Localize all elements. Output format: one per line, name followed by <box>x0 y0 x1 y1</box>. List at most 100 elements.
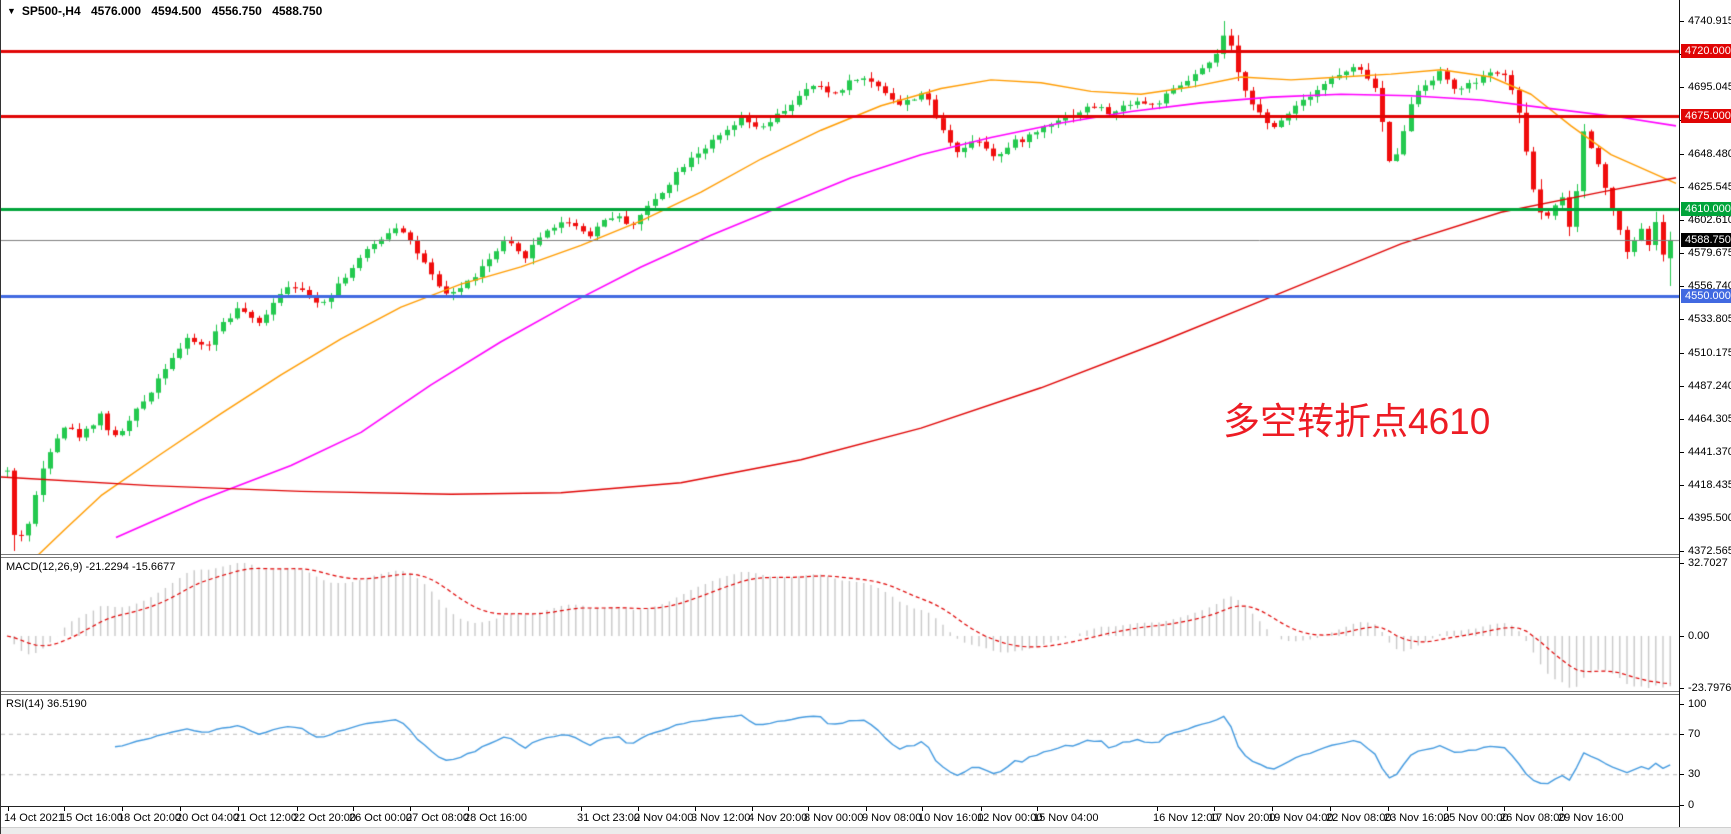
time-axis-label: 4 Nov 20:00 <box>748 812 808 824</box>
time-axis-label: 9 Nov 08:00 <box>862 812 922 824</box>
price-level-badge[interactable]: 4550.000 <box>1681 289 1731 303</box>
time-tick-mark <box>808 807 809 811</box>
time-tick-mark <box>1272 807 1273 811</box>
rsi-axis-label: 70 <box>1688 728 1701 740</box>
axis-tick-mark <box>1680 21 1684 22</box>
time-axis-label: 17 Nov 20:00 <box>1210 812 1276 824</box>
price-axis-label: 4533.805 <box>1688 313 1731 325</box>
time-tick-mark <box>981 807 982 811</box>
axis-tick-mark <box>1680 688 1684 689</box>
axis-tick-mark <box>1680 154 1684 155</box>
close-value: 4588.750 <box>272 4 323 18</box>
time-tick-mark <box>922 807 923 811</box>
time-tick-mark <box>468 807 469 811</box>
price-axis-label: 4487.240 <box>1688 380 1731 392</box>
price-axis-label: 4648.480 <box>1688 148 1731 160</box>
chart-legend: ▼ SP500-,H4 4576.000 4594.500 4556.750 4… <box>7 4 329 18</box>
time-axis-label: 20 Oct 04:00 <box>176 812 239 824</box>
open-value: 4576.000 <box>90 4 142 18</box>
price-axis-label: 4464.305 <box>1688 413 1731 425</box>
time-axis-label: 29 Nov 16:00 <box>1558 812 1624 824</box>
axis-tick-mark <box>1680 704 1684 705</box>
time-tick-mark <box>695 807 696 811</box>
price-level-badge[interactable]: 4610.000 <box>1681 202 1731 216</box>
time-tick-mark <box>866 807 867 811</box>
axis-tick-mark <box>1680 485 1684 486</box>
main-chart-pane: ▼ SP500-,H4 4576.000 4594.500 4556.750 4… <box>1 0 1679 555</box>
time-tick-mark <box>8 807 9 811</box>
axis-tick-mark <box>1680 419 1684 420</box>
price-axis-label: 4418.435 <box>1688 479 1731 491</box>
time-tick-mark <box>1157 807 1158 811</box>
price-axis-label: 4372.565 <box>1688 545 1731 557</box>
rsi-canvas[interactable] <box>1 695 1679 806</box>
price-axis[interactable]: 4740.9154717.9804695.0454672.1104648.480… <box>1679 0 1731 827</box>
price-level-badge[interactable]: 4588.750 <box>1681 233 1731 247</box>
rsi-axis-label: 100 <box>1688 698 1707 710</box>
axis-tick-mark <box>1680 319 1684 320</box>
macd-axis-label: -23.7976 <box>1688 682 1731 694</box>
axis-tick-mark <box>1680 636 1684 637</box>
time-tick-mark <box>297 807 298 811</box>
time-axis-label: 10 Nov 16:00 <box>918 812 984 824</box>
rsi-axis-label: 0 <box>1688 799 1695 811</box>
price-level-badge[interactable]: 4720.000 <box>1681 44 1731 58</box>
ohlc-readout: SP500-,H4 4576.000 4594.500 4556.750 458… <box>22 4 329 18</box>
axis-tick-mark <box>1680 551 1684 552</box>
time-tick-mark <box>638 807 639 811</box>
time-axis-label: 16 Nov 12:00 <box>1153 812 1219 824</box>
time-axis-label: 31 Oct 23:00 <box>577 812 640 824</box>
macd-canvas[interactable] <box>1 558 1679 691</box>
axis-tick-mark <box>1680 734 1684 735</box>
time-axis-label: 28 Oct 16:00 <box>464 812 527 824</box>
macd-indicator-label: MACD(12,26,9) -21.2294 -15.6677 <box>6 561 176 573</box>
pane-divider[interactable] <box>1 691 1731 695</box>
rsi-indicator-label: RSI(14) 36.5190 <box>6 698 87 710</box>
axis-tick-mark <box>1680 220 1684 221</box>
time-axis-label: 21 Oct 12:00 <box>234 812 297 824</box>
low-value: 4556.750 <box>211 4 262 18</box>
triangle-down-icon: ▼ <box>7 6 16 16</box>
time-tick-mark <box>122 807 123 811</box>
price-axis-label: 4579.675 <box>1688 247 1731 259</box>
time-tick-mark <box>1447 807 1448 811</box>
axis-tick-mark <box>1680 386 1684 387</box>
axis-tick-mark <box>1680 452 1684 453</box>
axis-tick-mark <box>1680 286 1684 287</box>
price-axis-label: 4395.500 <box>1688 512 1731 524</box>
time-tick-mark <box>1330 807 1331 811</box>
time-axis-label: 25 Nov 00:00 <box>1443 812 1509 824</box>
price-axis-label: 4441.370 <box>1688 446 1731 458</box>
axis-tick-mark <box>1680 87 1684 88</box>
rsi-pane: RSI(14) 36.5190 <box>1 695 1679 806</box>
pane-divider[interactable] <box>1 554 1731 558</box>
time-tick-mark <box>1388 807 1389 811</box>
price-level-badge[interactable]: 4675.000 <box>1681 109 1731 123</box>
time-tick-mark <box>1037 807 1038 811</box>
time-tick-mark <box>1562 807 1563 811</box>
time-axis-label: 22 Nov 08:00 <box>1326 812 1392 824</box>
time-axis[interactable]: 14 Oct 2021 15 Oct 16:00 18 Oct 20:00 20 Oc… <box>1 806 1731 827</box>
time-tick-mark <box>180 807 181 811</box>
price-axis-label: 4602.610 <box>1688 214 1731 226</box>
time-tick-mark <box>581 807 582 811</box>
time-axis-label: 8 Nov 00:00 <box>804 812 864 824</box>
macd-axis-label: 0.00 <box>1688 630 1710 642</box>
symbol-timeframe-label: SP500-,H4 <box>21 4 81 18</box>
time-axis-label: 26 Nov 08:00 <box>1500 812 1566 824</box>
time-axis-label: 23 Nov 16:00 <box>1384 812 1450 824</box>
axis-tick-mark <box>1680 805 1684 806</box>
chart-annotation-text: 多空转折点4610 <box>1223 401 1491 442</box>
time-tick-mark <box>410 807 411 811</box>
axis-tick-mark <box>1680 187 1684 188</box>
price-axis-label: 4625.545 <box>1688 181 1731 193</box>
time-axis-label: 26 Oct 00:00 <box>349 812 412 824</box>
time-axis-label: 22 Oct 20:00 <box>293 812 356 824</box>
time-tick-mark <box>1214 807 1215 811</box>
time-tick-mark <box>353 807 354 811</box>
time-axis-label: 12 Nov 00:00 <box>977 812 1043 824</box>
axis-tick-mark <box>1680 253 1684 254</box>
price-chart-canvas[interactable] <box>1 0 1679 555</box>
time-axis-label: 14 Oct 2021 <box>4 812 64 824</box>
